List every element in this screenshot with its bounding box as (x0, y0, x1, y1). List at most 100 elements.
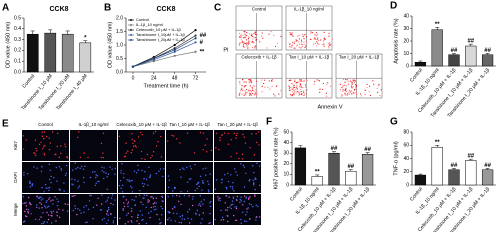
nucleus (245, 172, 247, 175)
event-dot (271, 79, 273, 81)
event-dot (342, 85, 344, 87)
nucleus (39, 196, 41, 198)
nucleus (149, 175, 151, 177)
event-dot (249, 94, 251, 96)
event-dot (244, 93, 246, 95)
nucleus (198, 185, 200, 188)
ki67-cell (243, 136, 246, 138)
nucleus (125, 214, 128, 216)
y-axis-label: PI (223, 47, 229, 53)
panel-letter: G (390, 117, 398, 128)
nucleus (22, 202, 24, 205)
micrograph (166, 162, 213, 193)
column-label: Control (38, 122, 53, 127)
event-dot (301, 93, 303, 96)
event-dot (303, 38, 305, 40)
panel-letter: E (2, 119, 9, 130)
event-dot (323, 45, 325, 48)
ki67-cell (123, 205, 126, 208)
ki67-cell (153, 202, 156, 204)
event-dot (293, 93, 295, 95)
event-dot (304, 84, 306, 86)
nucleus (83, 181, 85, 183)
event-dot (298, 38, 301, 40)
nucleus (24, 220, 26, 222)
ki67-cell (255, 216, 257, 219)
error-bar (365, 152, 370, 155)
event-dot (247, 46, 249, 49)
event-dot (343, 84, 345, 86)
nucleus (210, 201, 212, 203)
ki67-cell (24, 215, 27, 217)
nucleus (78, 185, 81, 187)
nucleus (133, 170, 136, 172)
ki67-cell (202, 149, 204, 151)
nucleus (63, 190, 65, 192)
event-dot (293, 92, 295, 94)
legend-label: IL-1β_10 ng/ml (136, 22, 163, 27)
event-dot (317, 34, 319, 36)
annotation: ** (315, 170, 320, 176)
event-dot (318, 80, 321, 82)
event-dot (246, 45, 248, 47)
event-dot (245, 34, 247, 37)
nucleus (34, 218, 37, 220)
nucleus (131, 207, 133, 210)
nucleus (227, 172, 229, 175)
event-dot (254, 32, 256, 34)
ki67-cell (127, 212, 129, 214)
nucleus (170, 219, 172, 222)
nucleus (253, 184, 255, 186)
bar (481, 169, 494, 186)
event-dot (266, 47, 268, 49)
event-dot (252, 84, 254, 87)
event-dot (248, 81, 250, 83)
panel-letter: A (2, 3, 9, 14)
event-dot (306, 42, 308, 45)
nucleus (141, 169, 143, 172)
ki67-cell (244, 142, 247, 144)
event-dot (244, 33, 246, 35)
ki67-cell (41, 135, 44, 137)
series-line (132, 37, 196, 67)
x-tick-label: 0 (132, 75, 135, 81)
row-label: Merge (13, 203, 18, 216)
ki67-cell (205, 151, 208, 153)
event-dot (366, 83, 368, 85)
nucleus (232, 196, 235, 198)
error-bar (30, 30, 35, 35)
nucleus (148, 166, 150, 169)
ki67-cell (149, 217, 151, 219)
event-dot (303, 34, 305, 36)
event-dot (369, 94, 372, 97)
y-axis-label: OD value (450 nm) (107, 22, 113, 69)
event-dot (253, 32, 255, 35)
ki67-cell (175, 194, 178, 197)
ki67-cell (150, 157, 152, 159)
event-dot (360, 95, 363, 97)
ki67-cell (106, 210, 109, 213)
nucleus (259, 165, 261, 167)
ki67-cell (155, 197, 158, 199)
nucleus (167, 186, 170, 189)
ki67-cell (64, 145, 67, 148)
ki67-cell (171, 208, 174, 210)
annotation: ** (200, 49, 205, 55)
bar (431, 146, 443, 186)
ki67-cell (232, 214, 235, 217)
event-dot (242, 37, 244, 39)
ki67-cell (132, 142, 134, 144)
ki67-cell (256, 141, 258, 144)
ki67-cell (226, 215, 228, 217)
nucleus (112, 220, 115, 222)
nucleus (50, 222, 53, 224)
nucleus (101, 170, 103, 172)
event-dot (368, 90, 370, 93)
y-tick-label: 10 (283, 172, 289, 178)
series-line (132, 41, 196, 67)
event-dot (351, 83, 353, 85)
event-dot (314, 34, 316, 36)
x-tick-label: Control (409, 67, 424, 83)
nucleus (214, 188, 216, 191)
event-dot (341, 93, 343, 96)
